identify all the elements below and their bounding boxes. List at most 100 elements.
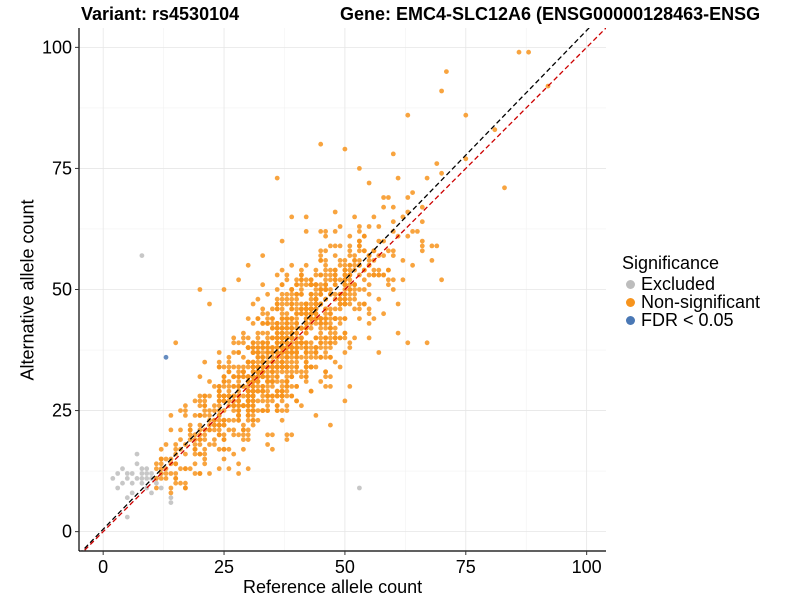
point-non-significant: [260, 388, 266, 394]
point-non-significant: [376, 272, 382, 278]
point-non-significant: [231, 393, 237, 399]
point-non-significant: [158, 456, 164, 462]
point-non-significant: [284, 296, 290, 302]
point-non-significant: [299, 345, 304, 350]
point-non-significant: [231, 427, 237, 433]
point-excluded: [120, 480, 125, 486]
point-non-significant: [313, 267, 319, 273]
point-excluded: [115, 471, 121, 476]
point-non-significant: [313, 321, 319, 326]
point-non-significant: [463, 112, 469, 118]
point-non-significant: [236, 417, 242, 423]
point-non-significant: [361, 287, 367, 292]
point-non-significant: [163, 456, 169, 462]
y-axis-title: Alternative allele count: [17, 199, 38, 381]
point-non-significant: [183, 485, 188, 491]
point-non-significant: [371, 267, 377, 273]
point-non-significant: [226, 379, 232, 384]
point-non-significant: [328, 374, 333, 380]
point-non-significant: [274, 374, 280, 380]
point-non-significant: [337, 301, 343, 307]
point-non-significant: [303, 282, 309, 288]
point-non-significant: [202, 359, 208, 365]
point-non-significant: [260, 330, 266, 336]
point-non-significant: [226, 446, 232, 452]
point-non-significant: [366, 291, 372, 297]
point-non-significant: [313, 272, 319, 278]
point-non-significant: [366, 224, 372, 229]
point-non-significant: [439, 277, 444, 283]
point-non-significant: [405, 195, 411, 200]
point-non-significant: [352, 287, 357, 292]
point-non-significant: [419, 243, 425, 249]
point-non-significant: [241, 403, 246, 409]
point-non-significant: [289, 262, 295, 268]
point-non-significant: [197, 403, 203, 409]
point-non-significant: [250, 422, 256, 428]
point-non-significant: [361, 277, 367, 283]
point-non-significant: [192, 398, 198, 404]
point-non-significant: [328, 325, 333, 331]
point-non-significant: [260, 408, 266, 413]
point-non-significant: [216, 422, 222, 428]
point-non-significant: [274, 345, 280, 350]
point-non-significant: [366, 311, 372, 317]
point-non-significant: [250, 350, 256, 355]
point-non-significant: [303, 359, 309, 365]
point-excluded: [154, 480, 159, 486]
point-excluded: [124, 476, 130, 481]
point-excluded: [139, 471, 145, 476]
point-non-significant: [323, 262, 328, 268]
point-non-significant: [163, 442, 169, 447]
point-non-significant: [410, 262, 415, 268]
point-non-significant: [216, 403, 222, 409]
point-excluded: [144, 466, 150, 472]
point-non-significant: [221, 384, 227, 389]
point-non-significant: [216, 388, 222, 394]
point-non-significant: [342, 350, 348, 355]
point-non-significant: [357, 224, 362, 229]
point-non-significant: [299, 301, 304, 307]
point-non-significant: [216, 466, 222, 472]
point-non-significant: [294, 364, 299, 370]
point-non-significant: [323, 277, 328, 283]
point-non-significant: [270, 321, 275, 326]
point-non-significant: [207, 379, 212, 384]
point-non-significant: [289, 214, 295, 220]
point-non-significant: [337, 262, 343, 268]
point-non-significant: [270, 446, 275, 452]
point-non-significant: [270, 364, 275, 370]
point-non-significant: [197, 374, 203, 380]
point-non-significant: [284, 272, 290, 278]
point-non-significant: [265, 345, 270, 350]
point-non-significant: [299, 272, 304, 278]
point-non-significant: [274, 403, 280, 409]
point-non-significant: [192, 446, 198, 452]
point-non-significant: [332, 330, 338, 336]
point-non-significant: [236, 413, 242, 418]
point-non-significant: [216, 432, 222, 438]
point-non-significant: [294, 291, 299, 297]
point-excluded: [110, 476, 116, 481]
point-non-significant: [255, 417, 261, 423]
point-non-significant: [332, 267, 338, 273]
point-non-significant: [328, 422, 333, 428]
point-non-significant: [323, 316, 328, 321]
point-non-significant: [241, 422, 246, 428]
point-non-significant: [424, 340, 430, 346]
point-non-significant: [178, 427, 183, 433]
point-non-significant: [236, 369, 242, 375]
point-non-significant: [332, 325, 338, 331]
point-non-significant: [236, 350, 242, 355]
point-non-significant: [260, 398, 266, 404]
point-non-significant: [255, 345, 261, 350]
point-non-significant: [376, 350, 382, 355]
point-excluded: [134, 461, 140, 467]
point-non-significant: [260, 311, 266, 317]
point-non-significant: [318, 287, 324, 292]
point-non-significant: [289, 301, 295, 307]
point-non-significant: [255, 350, 261, 355]
point-non-significant: [347, 384, 353, 389]
point-non-significant: [241, 330, 246, 336]
point-non-significant: [212, 403, 217, 409]
